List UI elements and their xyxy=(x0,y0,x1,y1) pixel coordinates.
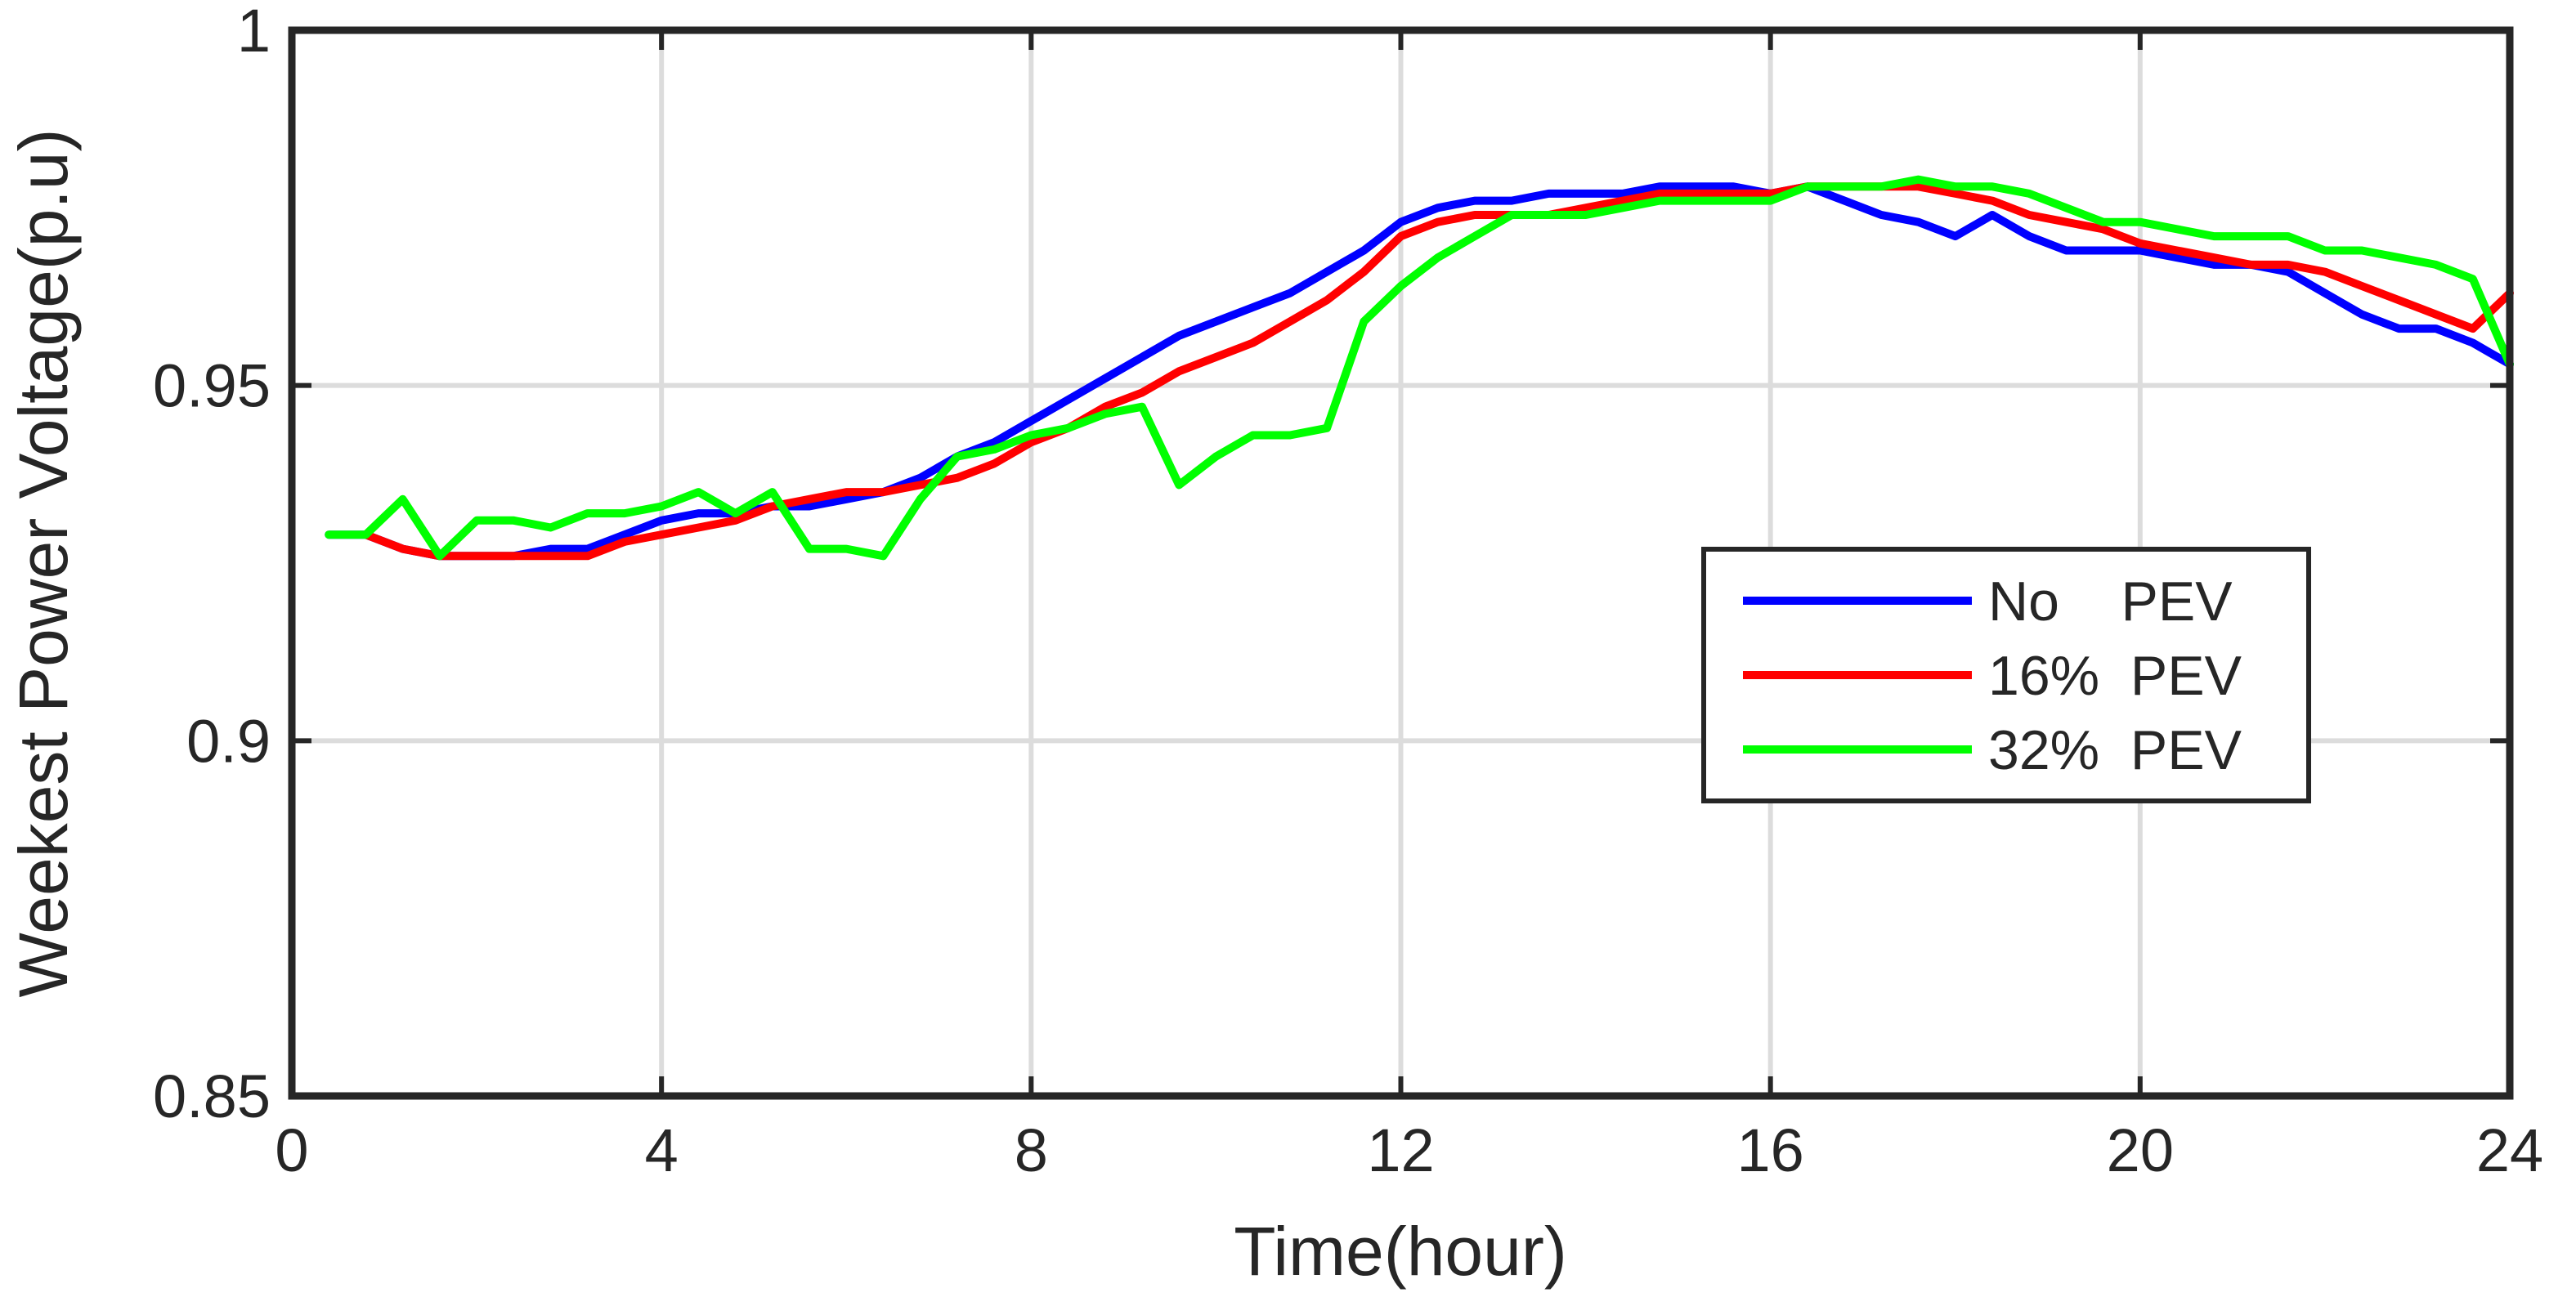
y-axis-title: Weekest Power Voltage(p.u) xyxy=(5,128,82,997)
axis-ticks: 0 4 8 12 16 20 24 0.85 0.9 0.95 1 xyxy=(153,0,2543,1184)
series-lines xyxy=(325,175,2514,561)
series-line-0 xyxy=(325,182,2514,561)
y-tick-label: 1 xyxy=(237,0,271,65)
legend: No PEV 16% PEV 32% PEV xyxy=(1701,547,2311,803)
legend-label-1: 16% PEV xyxy=(1988,645,2242,707)
x-axis-title: Time(hour) xyxy=(1234,1213,1567,1290)
y-tick-label: 0.85 xyxy=(153,1062,271,1130)
series-line-1 xyxy=(361,182,2514,561)
legend-label-0: No PEV xyxy=(1988,570,2233,633)
x-tick-label: 8 xyxy=(1015,1116,1048,1184)
y-tick-label: 0.95 xyxy=(153,352,271,420)
x-tick-label: 24 xyxy=(2476,1116,2543,1184)
x-tick-label: 12 xyxy=(1367,1116,1434,1184)
series-line-2 xyxy=(325,175,2514,561)
x-tick-label: 4 xyxy=(645,1116,679,1184)
x-tick-label: 20 xyxy=(2107,1116,2174,1184)
legend-label-2: 32% PEV xyxy=(1988,719,2242,781)
legend-entries: No PEV 16% PEV 32% PEV xyxy=(1743,570,2242,781)
y-tick-label: 0.9 xyxy=(186,707,271,775)
x-tick-label: 0 xyxy=(275,1116,308,1184)
x-tick-label: 16 xyxy=(1737,1116,1804,1184)
